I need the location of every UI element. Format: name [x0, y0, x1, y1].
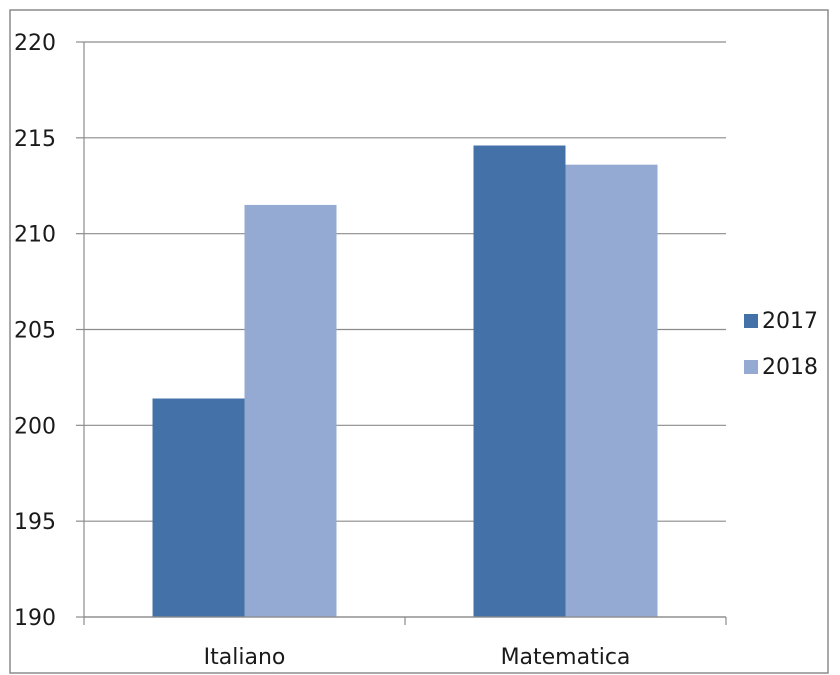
legend-swatch: [744, 314, 758, 328]
y-axis-ticks: 190 195 200 205 210 215 220: [14, 31, 84, 631]
x-axis-ticks: Italiano Matematica: [204, 645, 631, 670]
bar-matematica-2017: [473, 145, 566, 617]
bars: [152, 145, 658, 617]
y-tick-label: 215: [14, 127, 56, 152]
y-tick-label: 200: [14, 414, 56, 439]
chart-border: [9, 9, 829, 674]
bar-matematica-2018: [565, 164, 658, 617]
legend-swatch: [744, 360, 758, 374]
legend-label: 2017: [762, 309, 818, 334]
y-tick-label: 195: [14, 510, 56, 535]
bar-italiano-2017: [152, 398, 245, 617]
y-tick-label: 220: [14, 31, 56, 56]
axes: [83, 42, 727, 625]
y-tick-label: 190: [14, 606, 56, 631]
x-tick-label: Matematica: [501, 645, 631, 670]
y-tick-label: 205: [14, 319, 56, 344]
y-tick-label: 210: [14, 223, 56, 248]
bar-italiano-2018: [244, 204, 337, 617]
legend: 2017 2018: [744, 309, 818, 380]
legend-label: 2018: [762, 355, 818, 380]
x-tick-label: Italiano: [204, 645, 286, 670]
